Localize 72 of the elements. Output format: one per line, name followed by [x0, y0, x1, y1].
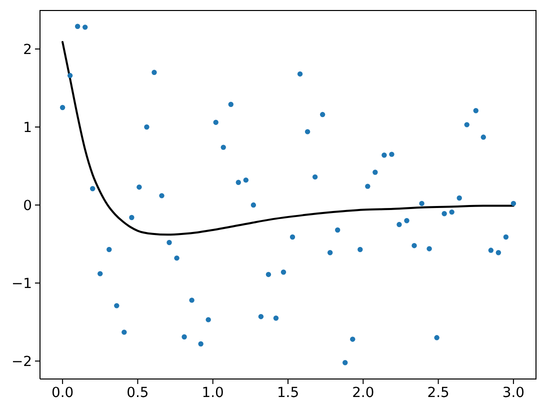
point — [365, 184, 370, 189]
y-tick-label: 1 — [23, 120, 32, 136]
x-tick-label: 1.5 — [276, 384, 300, 401]
point — [174, 255, 180, 261]
point — [114, 303, 120, 308]
point — [206, 317, 211, 322]
point — [396, 222, 402, 228]
point — [198, 341, 204, 346]
point — [372, 170, 378, 175]
point — [350, 336, 356, 342]
point — [122, 330, 127, 335]
point — [442, 211, 447, 216]
point — [166, 240, 172, 246]
point — [426, 246, 432, 252]
point — [136, 184, 142, 190]
x-tick-label: 3.0 — [502, 384, 524, 401]
point — [236, 180, 241, 186]
point — [220, 144, 226, 150]
point — [159, 193, 164, 198]
point — [404, 218, 410, 224]
point — [456, 195, 462, 201]
point — [464, 122, 470, 128]
point — [90, 186, 96, 192]
point — [258, 314, 264, 320]
point — [335, 227, 340, 233]
point — [496, 250, 502, 256]
y-tick-label: −1 — [12, 276, 32, 292]
point — [82, 24, 88, 30]
x-tick-label: 0.5 — [126, 384, 149, 401]
x-tick-label: 2.5 — [427, 384, 450, 401]
y-tick-label: −2 — [12, 354, 32, 370]
x-tick-label: 2.0 — [352, 384, 374, 401]
point — [327, 250, 333, 256]
point — [449, 209, 454, 215]
point — [189, 298, 194, 303]
point — [60, 104, 66, 110]
point — [510, 200, 516, 206]
point — [412, 243, 417, 248]
point — [473, 108, 478, 114]
point — [144, 124, 150, 130]
point — [342, 360, 348, 366]
point — [98, 271, 103, 276]
x-tick-label: 1.0 — [202, 384, 224, 401]
point — [250, 202, 256, 208]
point — [290, 234, 296, 240]
point — [358, 246, 363, 252]
point — [419, 200, 424, 206]
point — [266, 272, 272, 278]
point — [152, 70, 157, 76]
point — [182, 334, 187, 340]
point — [74, 24, 80, 29]
point — [213, 120, 218, 125]
point — [304, 129, 310, 134]
point — [320, 112, 326, 118]
point — [67, 72, 73, 78]
point — [503, 234, 509, 240]
point — [389, 152, 394, 157]
point — [273, 316, 279, 321]
point — [312, 174, 318, 180]
y-tick-label: 2 — [23, 42, 32, 58]
point — [382, 152, 387, 158]
point — [488, 248, 494, 253]
y-tick-label: 0 — [23, 198, 32, 214]
point — [280, 270, 286, 275]
point — [480, 134, 486, 140]
point — [434, 335, 440, 340]
point — [297, 71, 303, 77]
point — [228, 102, 234, 107]
point — [129, 214, 134, 220]
point — [243, 177, 249, 183]
x-tick-label: 0.0 — [52, 384, 74, 401]
point — [106, 246, 112, 252]
